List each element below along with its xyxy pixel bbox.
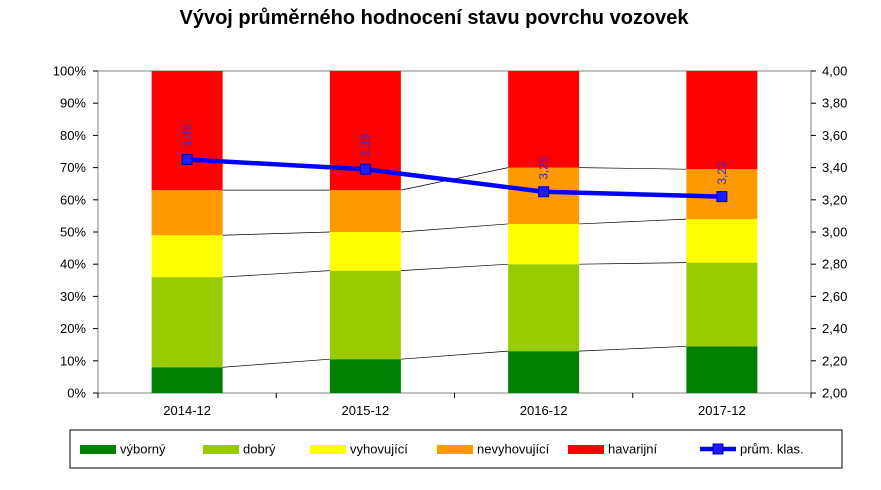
left-tick-label: 10%	[60, 353, 86, 368]
legend-label-prům. klas.: prům. klas.	[740, 442, 804, 457]
legend-label-vyhovující: vyhovující	[350, 442, 408, 457]
series-connector-lines	[222, 167, 687, 368]
bar-výborný-2014-12	[151, 367, 223, 393]
series-line	[222, 231, 330, 236]
right-tick-label: 3,60	[822, 128, 847, 143]
left-tick-label: 90%	[60, 96, 86, 111]
bar-vyhovující-2017-12	[686, 219, 758, 263]
legend-label-dobrý: dobrý	[243, 442, 276, 457]
bar-výborný-2017-12	[686, 346, 758, 393]
bar-havarijní-2016-12	[508, 71, 580, 168]
series-line	[400, 263, 509, 271]
right-tick-label: 3,20	[822, 192, 847, 207]
right-tick-label: 2,80	[822, 257, 847, 272]
bar-havarijní-2017-12	[686, 71, 758, 170]
left-tick-label: 60%	[60, 192, 86, 207]
series-line	[579, 218, 687, 225]
bar-havarijní-2014-12	[151, 71, 223, 191]
bar-výborný-2015-12	[329, 359, 401, 393]
left-tick-label: 30%	[60, 289, 86, 304]
average-point	[359, 163, 371, 175]
left-tick-label: 0%	[67, 386, 86, 401]
legend: výborný dobrý vyhovující nevyhovující havari…	[69, 429, 843, 469]
average-data-label: 3,45	[180, 124, 194, 148]
bar-vyhovující-2016-12	[508, 223, 580, 265]
legend-label-výborný: výborný	[120, 442, 166, 457]
series-line	[222, 270, 330, 278]
legend-swatch-vyhovující	[310, 445, 346, 454]
average-line-path	[187, 157, 722, 199]
legend-swatch-výborný	[80, 445, 116, 454]
right-y-axis: 2,00 2,20 2,40 2,60 2,80 3,00 3,20 3,40 3,60 3,80…	[811, 64, 847, 401]
legend-swatch-havarijní	[568, 445, 604, 454]
series-line	[400, 350, 509, 360]
left-y-axis: 0% 10% 20% 30% 40% 50% 60% 70% 80% 90% 100%	[53, 64, 98, 401]
bar-dobrý-2017-12	[686, 262, 758, 347]
legend-label-nevyhovující: nevyhovující	[477, 442, 550, 457]
x-tick-label: 2016-12	[520, 403, 568, 418]
series-line	[400, 223, 509, 233]
average-point	[716, 191, 728, 203]
right-tick-label: 3,80	[822, 96, 847, 111]
left-tick-label: 80%	[60, 128, 86, 143]
x-tick-label: 2014-12	[163, 403, 211, 418]
bar-vyhovující-2015-12	[329, 232, 401, 271]
x-tick-label: 2015-12	[342, 403, 390, 418]
bar-nevyhovující-2015-12	[329, 190, 401, 232]
right-tick-label: 2,20	[822, 353, 847, 368]
right-tick-label: 3,00	[822, 225, 847, 240]
series-line	[579, 167, 687, 170]
left-tick-label: 50%	[60, 225, 86, 240]
series-line	[222, 358, 330, 368]
x-axis: 2014-12 2015-12 2016-12 2017-12	[97, 393, 812, 418]
right-tick-label: 3,40	[822, 160, 847, 175]
bar-nevyhovující-2014-12	[151, 190, 223, 236]
bar-vyhovující-2014-12	[151, 235, 223, 278]
average-line: 3,45 3,39 3,25 3,22	[180, 124, 729, 203]
right-tick-label: 2,00	[822, 386, 847, 401]
legend-swatch-nevyhovující	[437, 445, 473, 454]
bar-dobrý-2016-12	[508, 264, 580, 352]
bar-výborný-2016-12	[508, 351, 580, 393]
average-data-label: 3,25	[537, 156, 551, 180]
legend-swatch-dobrý	[203, 445, 239, 454]
bar-dobrý-2015-12	[329, 270, 401, 360]
legend-label-havarijní: havarijní	[608, 442, 658, 457]
average-point	[181, 154, 193, 166]
left-tick-label: 70%	[60, 160, 86, 175]
average-data-label: 3,39	[358, 134, 372, 158]
right-tick-label: 2,40	[822, 321, 847, 336]
series-line	[579, 345, 687, 352]
series-line	[579, 262, 687, 265]
right-tick-label: 2,60	[822, 289, 847, 304]
left-tick-label: 100%	[53, 64, 87, 79]
legend-marker	[712, 443, 724, 455]
bar-dobrý-2014-12	[151, 277, 223, 368]
average-point	[538, 186, 550, 198]
right-tick-label: 4,00	[822, 64, 847, 79]
left-tick-label: 20%	[60, 321, 86, 336]
x-tick-label: 2017-12	[698, 403, 746, 418]
average-data-label: 3,22	[715, 161, 729, 185]
bar-group	[151, 71, 758, 393]
left-tick-label: 40%	[60, 257, 86, 272]
chart-title: Vývoj průměrného hodnocení stavu povrchu…	[180, 7, 690, 29]
